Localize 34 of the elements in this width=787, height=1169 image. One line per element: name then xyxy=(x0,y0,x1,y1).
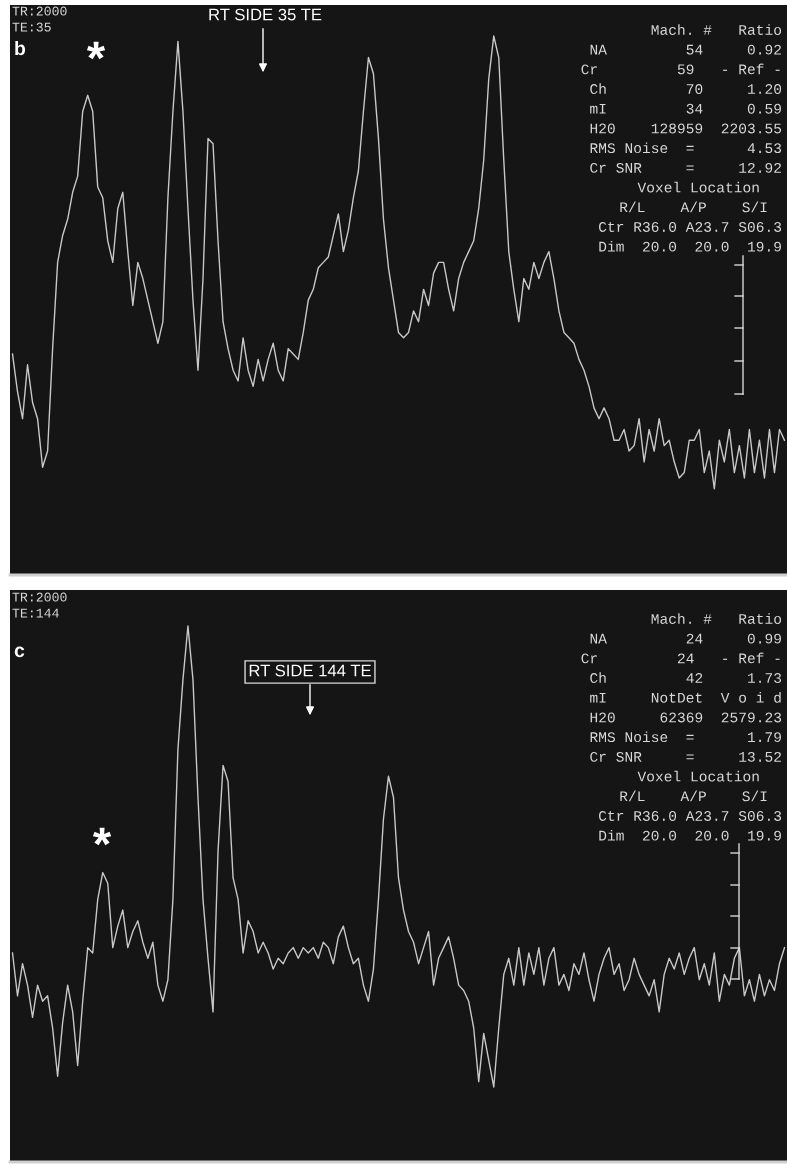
text: Mach. # Ratio xyxy=(651,613,782,624)
text: TE:144 xyxy=(12,608,59,618)
annotation: * xyxy=(86,41,106,60)
text: TE:35 xyxy=(12,22,51,32)
text: Mach. # Ratio xyxy=(651,24,782,35)
annotation: RT SIDE 144 TE xyxy=(249,664,371,677)
annotation: Dim 20.0 20.0 19.9 xyxy=(599,240,781,252)
annotation: NA 24 0.99 xyxy=(590,633,781,644)
text: RT SIDE 35 TE xyxy=(209,8,322,21)
annotation: mI 34 0.59 xyxy=(590,103,781,114)
annotation: Cr 24 - Ref - xyxy=(581,652,780,664)
annotation: Dim 20.0 20.0 19.9 xyxy=(599,829,781,841)
annotation: b xyxy=(15,40,26,56)
annotation: R/L A/P S/I xyxy=(620,790,767,802)
annotation: Ch 42 1.73 xyxy=(590,672,782,684)
annotation: Cr SNR = 13.52 xyxy=(590,751,781,762)
annotation: Voxel Location xyxy=(637,770,759,782)
annotation: mI NotDet V o i d xyxy=(590,692,781,703)
annotation: H20 128959 2203.55 xyxy=(590,123,782,134)
annotation: Ch 70 1.20 xyxy=(590,83,782,95)
annotation: H20 62369 2579.23 xyxy=(590,712,782,723)
annotation: * xyxy=(92,827,112,846)
annotation: R/L A/P S/I xyxy=(620,201,767,213)
annotation: RMS Noise = 4.53 xyxy=(590,142,782,154)
annotation: c xyxy=(14,646,25,658)
text: TR:2000 xyxy=(12,592,67,602)
annotation: Cr SNR = 12.92 xyxy=(590,162,781,173)
annotation: RMS Noise = 1.79 xyxy=(590,731,781,743)
annotation: Ctr R36.0 A23.7 S06.3 xyxy=(599,222,782,232)
annotation: Voxel Location xyxy=(637,181,759,193)
annotation: Cr 59 - Ref - xyxy=(581,63,780,75)
text: TR:2000 xyxy=(12,6,67,16)
annotation: Ctr R36.0 A23.7 S06.3 xyxy=(599,811,782,821)
annotation: NA 54 0.92 xyxy=(590,44,781,55)
